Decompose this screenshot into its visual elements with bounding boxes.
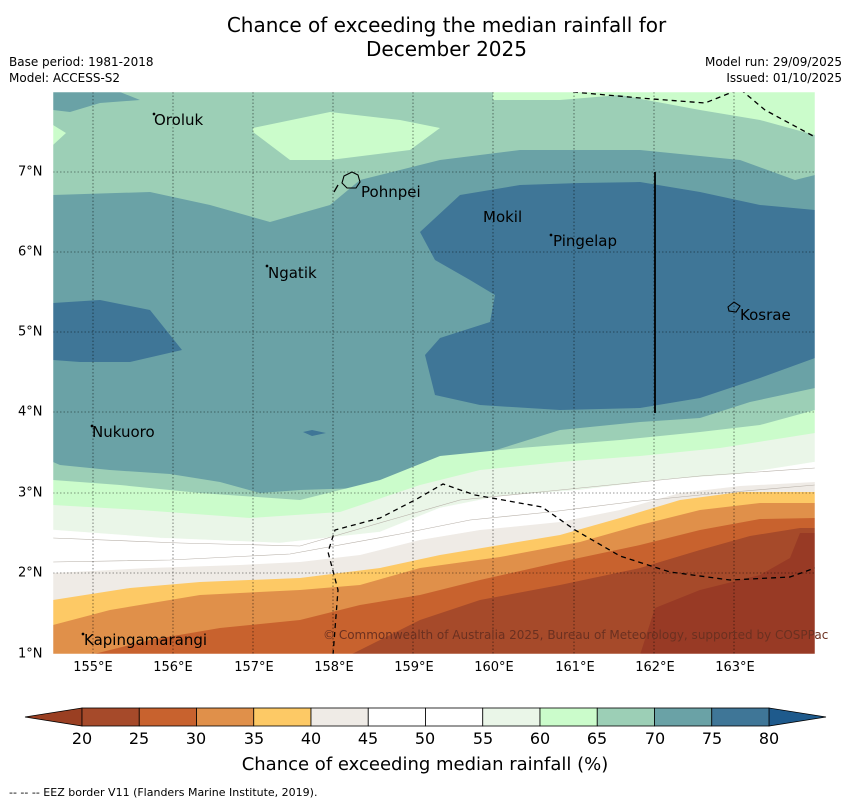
colorbar-swatch — [596, 707, 655, 727]
y-tick: 4°N — [18, 404, 43, 420]
colorbar-swatch — [367, 707, 426, 727]
base-period: Base period: 1981-2018 — [9, 55, 154, 69]
colorbar-swatch — [253, 707, 312, 727]
band-60-65-blob — [253, 112, 440, 160]
y-tick: 2°N — [18, 565, 43, 581]
place-pohnpei: Pohnpei — [361, 183, 421, 201]
band-60-65-north — [493, 92, 815, 135]
contour-lines — [53, 461, 815, 553]
colorbar-label: 25 — [128, 729, 150, 748]
plot-frame — [52, 91, 816, 655]
place-kosrae: Kosrae — [740, 306, 791, 324]
x-tick: 155°E — [73, 660, 113, 675]
contour-lines-grey — [53, 467, 815, 563]
place-kapingamarangi: Kapingamarangi — [84, 631, 208, 649]
colorbar — [24, 707, 827, 727]
map-title: Chance of exceeding the median rainfall … — [0, 13, 850, 61]
band-70-75-nw — [53, 92, 140, 112]
eez-borders — [327, 92, 815, 654]
colorbar-label: 80 — [758, 729, 780, 748]
colorbar-swatch — [81, 707, 140, 727]
colorbar-swatch — [138, 707, 197, 727]
colorbar-extend-low — [24, 707, 83, 727]
x-tick: 161°E — [555, 660, 595, 675]
band-75-80-west — [53, 300, 182, 362]
model-name: Model: ACCESS-S2 — [9, 71, 121, 85]
colorbar-label: 55 — [472, 729, 494, 748]
place-pingelap: Pingelap — [553, 232, 618, 250]
y-tick: 5°N — [18, 324, 43, 340]
band-75-80-east — [420, 182, 815, 410]
colorbar-label: 50 — [414, 729, 436, 748]
colorbar-label: 40 — [300, 729, 322, 748]
colorbar-label: 35 — [243, 729, 265, 748]
y-tick: 7°N — [18, 164, 43, 180]
y-tick: 3°N — [18, 485, 43, 501]
colorbar-label: 45 — [357, 729, 379, 748]
place-nukuoro: Nukuoro — [92, 423, 155, 441]
band-below-20 — [640, 533, 815, 654]
place-ngatik: Ngatik — [268, 264, 317, 282]
x-tick: 157°E — [234, 660, 274, 675]
colorbar-swatch — [711, 707, 770, 727]
colorbar-swatch — [539, 707, 598, 727]
band-75-80-spot — [303, 430, 326, 436]
footnote: -- -- -- EEZ border V11 (Flanders Marine… — [9, 786, 318, 799]
meta-left: Base period: 1981-2018 Model: ACCESS-S2 — [9, 54, 154, 86]
colorbar-label: 70 — [644, 729, 666, 748]
x-tick: 158°E — [314, 660, 354, 675]
colorbar-title: Chance of exceeding median rainfall (%) — [241, 754, 609, 775]
colorbar-label: 60 — [529, 729, 551, 748]
place-oroluk: Oroluk — [154, 111, 204, 129]
x-tick: 160°E — [474, 660, 514, 675]
colorbar-swatch — [196, 707, 255, 727]
band-60-65-west — [53, 125, 66, 145]
colorbar-swatch — [654, 707, 713, 727]
place-mokil: Mokil — [483, 208, 523, 226]
colorbar-label: 20 — [71, 729, 93, 748]
colorbar-swatch — [425, 707, 484, 727]
issued-date: Issued: 01/10/2025 — [726, 71, 842, 85]
colorbar-swatch — [310, 707, 369, 727]
colorbar-label: 65 — [586, 729, 608, 748]
title-line-1: Chance of exceeding the median rainfall … — [226, 13, 667, 37]
kosrae-island — [727, 301, 741, 313]
colorbar-label: 30 — [185, 729, 207, 748]
y-tick: 1°N — [18, 646, 43, 662]
colorbar-label: 75 — [701, 729, 723, 748]
map-field — [53, 92, 815, 654]
pohnpei-island — [341, 171, 361, 189]
title-line-2: December 2025 — [366, 37, 527, 61]
y-tick: 6°N — [18, 244, 43, 260]
meta-right: Model run: 29/09/2025 Issued: 01/10/2025 — [705, 54, 842, 86]
copyright-notice: © Commonwealth of Australia 2025, Bureau… — [323, 628, 829, 642]
model-run: Model run: 29/09/2025 — [704, 55, 842, 69]
x-tick: 162°E — [635, 660, 675, 675]
x-tick: 159°E — [394, 660, 434, 675]
x-tick: 156°E — [153, 660, 193, 675]
islands — [81, 112, 741, 636]
x-tick: 163°E — [715, 660, 755, 675]
colorbar-extend-high — [768, 707, 827, 727]
graticule — [53, 92, 815, 654]
colorbar-swatch — [482, 707, 541, 727]
